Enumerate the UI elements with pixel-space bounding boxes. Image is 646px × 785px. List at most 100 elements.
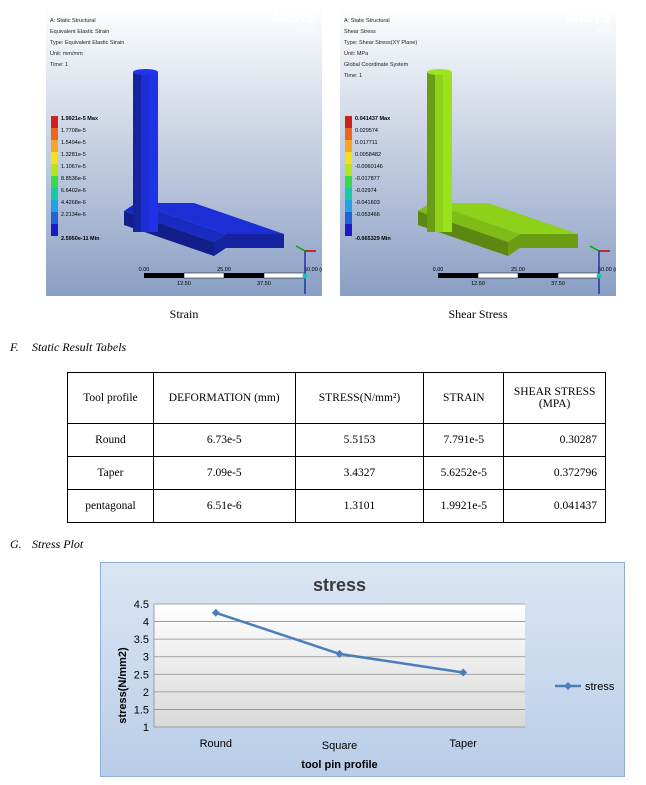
legend-color-swatch xyxy=(51,140,58,152)
cell-shear-stress: 0.041437 xyxy=(503,489,606,523)
cell-strain: 1.9921e-5 xyxy=(423,489,505,523)
section-g-heading: G. Stress Plot xyxy=(10,537,83,552)
chart-title: stress xyxy=(313,575,366,595)
info-line: A: Static Structural xyxy=(50,18,96,24)
legend-color-swatch xyxy=(51,152,58,164)
section-f-title: Static Result Tabels xyxy=(32,340,127,354)
header-stress: STRESS(N/mm²) xyxy=(294,372,425,424)
header-deformation: DEFORMATION (mm) xyxy=(152,372,296,424)
ansys-logo-text: ANSYS xyxy=(565,10,610,25)
legend-color-swatch xyxy=(345,176,352,188)
strain-contour-plot: ANSYS R14.5 A: Static Structural Equivalent… xyxy=(46,6,322,296)
plot-area xyxy=(154,604,525,727)
cell-deformation: 6.73e-5 xyxy=(152,423,296,457)
legend-value-label: -0.0060146 xyxy=(355,164,383,170)
info-line: Type: Equivalent Elastic Strain xyxy=(50,40,124,46)
legend-color-swatch xyxy=(345,140,352,152)
section-g-title: Stress Plot xyxy=(32,537,84,551)
legend-max-label: 1.9921e-5 Max xyxy=(61,116,99,122)
scale-bar: 0.00 25.00 50.00 (mm) 12.50 37.50 xyxy=(433,267,616,287)
legend-color-swatch xyxy=(345,164,352,176)
info-line: Global Coordinate System xyxy=(344,62,409,68)
static-results-table: Tool profile DEFORMATION (mm) STRESS(N/m… xyxy=(67,372,606,523)
table-row: Taper 7.09e-5 3.4327 5.6252e-5 0.372796 xyxy=(67,456,606,490)
header-shear-stress: SHEAR STRESS (MPA) xyxy=(503,372,606,424)
cell-stress: 1.3101 xyxy=(294,489,425,523)
info-line: Type: Shear Stress(XY Plane) xyxy=(344,40,417,46)
info-line: Unit: MPa xyxy=(344,51,369,57)
legend-color-swatch xyxy=(51,176,58,188)
y-axis-title: stress(N/mm2) xyxy=(117,647,129,724)
shear-stress-figure: ANSYS R14.5 A: Static Structural Shear Stre… xyxy=(340,6,616,296)
legend-marker xyxy=(564,682,572,690)
y-tick-label: 3 xyxy=(143,652,149,664)
legend-value-label: 1.3281e-5 xyxy=(61,152,86,158)
legend-value-label: 1.7708e-5 xyxy=(61,128,86,134)
legend-min-label: 2.5950e-11 Min xyxy=(61,236,100,242)
shear-stress-caption: Shear Stress xyxy=(448,307,508,321)
axis-triad-icon xyxy=(589,245,610,294)
legend-color-swatch xyxy=(345,188,352,200)
shear-stress-contour-plot: ANSYS R14.5 A: Static Structural Shear Stre… xyxy=(340,6,616,296)
legend-value-label: 1.1067e-5 xyxy=(61,164,86,170)
figure-background xyxy=(340,6,616,296)
legend-label: stress xyxy=(585,681,615,693)
scale-bottom-label: 37.50 xyxy=(551,281,565,287)
data-point xyxy=(459,668,468,677)
x-axis-title: tool pin profile xyxy=(301,759,377,771)
legend-color-swatch xyxy=(51,200,58,212)
y-tick-label: 1.5 xyxy=(134,704,149,716)
legend-value-label: 8.8536e-6 xyxy=(61,176,86,182)
figure-background xyxy=(46,6,322,296)
y-tick-label: 2.5 xyxy=(134,669,149,681)
ansys-version: R14.5 xyxy=(597,28,611,34)
scale-bottom-label: 37.50 xyxy=(257,281,271,287)
ansys-logo-text: ANSYS xyxy=(271,10,316,25)
legend-min-label: -0.065329 Min xyxy=(355,236,391,242)
info-line: Time: 1 xyxy=(50,62,68,68)
info-line: Time: 1 xyxy=(344,73,362,79)
cell-stress: 3.4327 xyxy=(294,456,425,490)
cell-profile: Taper xyxy=(67,456,154,490)
pin-top xyxy=(133,69,158,75)
axis-triad-icon xyxy=(295,245,316,294)
legend-color-swatch xyxy=(51,116,58,128)
legend-max-label: 0.041437 Max xyxy=(355,116,391,122)
cell-profile: Round xyxy=(67,423,154,457)
legend-color-swatch xyxy=(51,128,58,140)
cell-deformation: 6.51e-6 xyxy=(152,489,296,523)
strain-caption: Strain xyxy=(169,307,199,321)
legend-color-swatch xyxy=(51,164,58,176)
legend-value-label: 1.5494e-5 xyxy=(61,140,86,146)
section-g-number: G. xyxy=(10,537,22,551)
y-tick-label: 1 xyxy=(143,722,149,734)
strain-figure: ANSYS R14.5 A: Static Structural Equivalent… xyxy=(46,6,322,296)
pin-highlight xyxy=(443,72,452,232)
legend-color-swatch xyxy=(345,200,352,212)
info-line: Shear Stress xyxy=(344,29,376,35)
header-strain: STRAIN xyxy=(423,372,505,424)
legend-color-swatch xyxy=(51,212,58,224)
legend-value-label: -0.053466 xyxy=(355,212,380,218)
cell-shear-stress: 0.372796 xyxy=(503,456,606,490)
legend-value-label: 0.017711 xyxy=(355,140,378,146)
legend-value-label: -0.02974 xyxy=(355,188,377,194)
scale-bottom-label: 12.50 xyxy=(177,281,191,287)
info-line: A: Static Structural xyxy=(344,18,390,24)
y-tick-label: 4 xyxy=(143,617,149,629)
scale-top-label: 50.00 (mm) xyxy=(304,267,322,273)
legend-value-label: 2.2134e-6 xyxy=(61,212,86,218)
plate-side-face xyxy=(508,234,578,256)
scale-top-label: 25.00 xyxy=(217,267,231,273)
legend-color-swatch xyxy=(345,152,352,164)
stress-line-chart: 1 1.5 2 2.5 3 3.5 4 4.5 Round Square Taper stress st… xyxy=(100,562,625,777)
x-tick-label: Round xyxy=(200,738,232,750)
legend-value-label: 0.0058482 xyxy=(355,152,381,158)
legend-value-label: 4.4268e-6 xyxy=(61,200,86,206)
plate-top-face xyxy=(136,203,284,234)
legend-color-swatch xyxy=(51,188,58,200)
scale-top-label: 50.00 (mm) xyxy=(598,267,616,273)
legend-color-swatch xyxy=(345,224,352,236)
cell-shear-stress: 0.30287 xyxy=(503,423,606,457)
section-f-number: F. xyxy=(10,340,19,354)
